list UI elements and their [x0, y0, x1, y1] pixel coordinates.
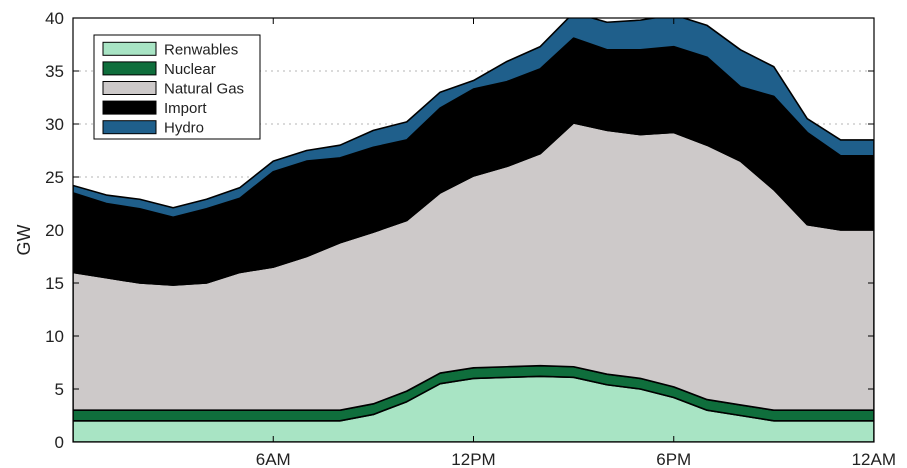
- y-tick-label: 10: [45, 327, 64, 346]
- x-tick-label: 6PM: [656, 450, 691, 468]
- legend-label-hydro: Hydro: [164, 120, 204, 137]
- x-tick-label: 12AM: [852, 450, 896, 468]
- legend-swatch-natural-gas: [102, 81, 157, 95]
- legend-swatch-nuclear: [102, 61, 157, 76]
- area-hydro: [73, 18, 874, 219]
- y-tick-label: 20: [45, 221, 64, 240]
- y-tick-label: 0: [55, 433, 64, 452]
- y-tick-label: 40: [45, 9, 64, 28]
- legend-label-nuclear: Nuclear: [164, 61, 216, 78]
- legend-label-natural-gas: Natural Gas: [164, 81, 244, 98]
- x-axis-ticks: 6AM 12PM 6PM 12AM: [256, 18, 896, 468]
- legend-swatch-renwables: [102, 41, 157, 56]
- area-series: [73, 18, 874, 442]
- x-tick-label: 12PM: [451, 450, 495, 468]
- y-tick-label: 25: [45, 168, 64, 187]
- y-tick-label: 15: [45, 274, 64, 293]
- x-tick-label: 6AM: [256, 450, 291, 468]
- y-tick-label: 35: [45, 62, 64, 81]
- y-tick-label: 5: [55, 380, 64, 399]
- legend-label-import: Import: [164, 100, 207, 117]
- legend-label-renwables: Renwables: [164, 41, 238, 58]
- legend-swatch-import: [102, 100, 157, 115]
- y-axis-label: GW: [14, 224, 34, 255]
- y-axis-ticks: 0 5 10 15 20 25 30 35 40: [45, 9, 874, 452]
- legend-swatch-hydro: [102, 120, 157, 135]
- legend: Renwables Nuclear Natural Gas Import Hydro: [93, 34, 261, 140]
- y-tick-label: 30: [45, 115, 64, 134]
